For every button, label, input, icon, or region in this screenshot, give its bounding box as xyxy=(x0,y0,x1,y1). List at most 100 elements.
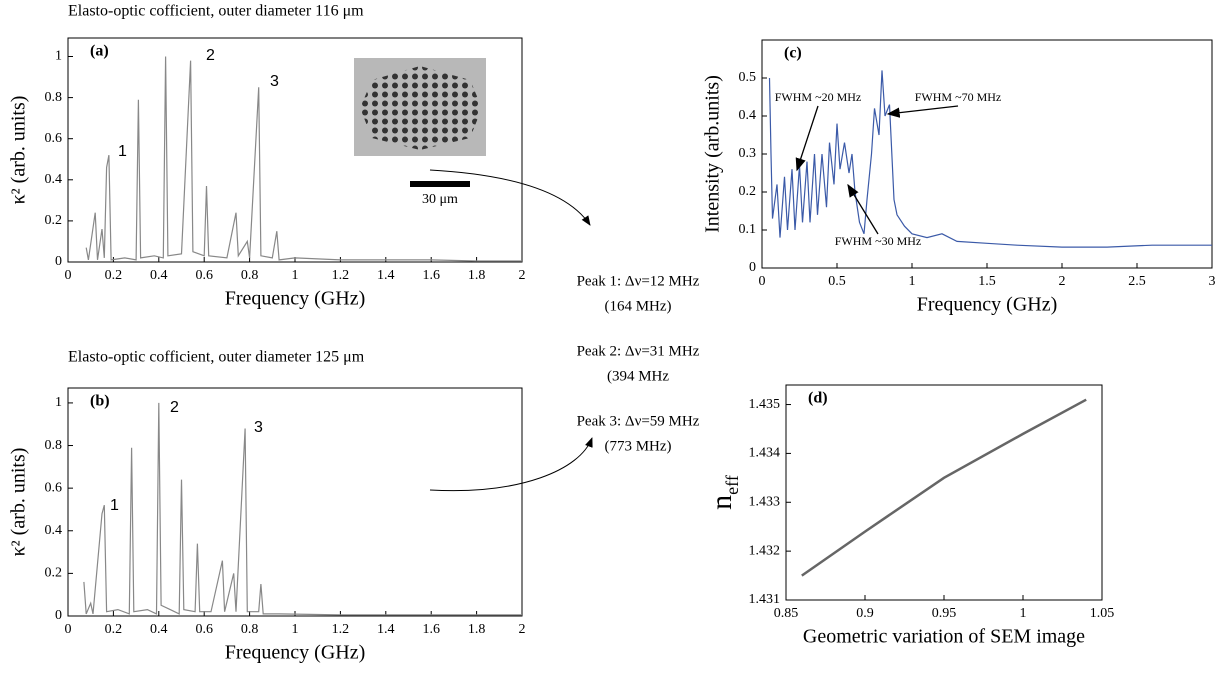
y-tick-label: 1.433 xyxy=(749,494,781,509)
annotation-arrow xyxy=(847,183,879,235)
annotation: 1 xyxy=(118,143,127,160)
peak-note: Peak 3: Δν=59 MHz xyxy=(577,413,700,429)
x-tick-label: 3 xyxy=(1209,274,1216,289)
data-line xyxy=(768,70,1212,248)
sem-inset xyxy=(354,58,486,187)
panel-label: (a) xyxy=(90,43,109,60)
data-line xyxy=(801,398,1087,577)
x-tick-label: 1.05 xyxy=(1090,606,1115,621)
scale-bar-label: 30 μm xyxy=(422,192,458,207)
x-tick-label: 0.8 xyxy=(241,268,259,283)
y-tick-label: 0.5 xyxy=(739,70,757,85)
x-tick-label: 0.85 xyxy=(774,606,799,621)
chart-title: Elasto-optic cofficient, outer diameter … xyxy=(68,349,365,366)
x-tick-label: 0.95 xyxy=(932,606,957,621)
x-tick-label: 0 xyxy=(65,622,72,637)
annotation: 2 xyxy=(206,47,215,64)
annotation: 1 xyxy=(110,497,119,514)
y-tick-label: 1 xyxy=(55,49,62,64)
y-tick-label: 0 xyxy=(55,254,62,269)
y-tick-label: 0.8 xyxy=(45,438,63,453)
data-line xyxy=(85,56,522,262)
annotation: 3 xyxy=(254,419,263,436)
y-axis-label: κ² (arb. units) xyxy=(8,96,30,205)
x-tick-label: 0.8 xyxy=(241,622,259,637)
x-tick-label: 0 xyxy=(65,268,72,283)
x-tick-label: 1 xyxy=(909,274,916,289)
y-tick-label: 0.8 xyxy=(45,90,63,105)
x-tick-label: 0.2 xyxy=(105,622,123,637)
y-tick-label: 0 xyxy=(55,608,62,623)
arrow xyxy=(429,437,593,492)
x-tick-label: 1.8 xyxy=(468,622,486,637)
peak-note: Peak 1: Δν=12 MHz xyxy=(577,273,700,289)
y-tick-label: 0.6 xyxy=(45,131,63,146)
y-tick-label: 0.2 xyxy=(45,213,63,228)
plot-frame xyxy=(67,387,523,617)
annotation-arrow xyxy=(886,105,959,118)
arrow xyxy=(429,169,591,226)
x-tick-label: 1 xyxy=(292,268,299,283)
x-tick-label: 1.6 xyxy=(422,268,440,283)
peak-note: Peak 2: Δν=31 MHz xyxy=(577,343,700,359)
x-tick-label: 2.5 xyxy=(1128,274,1146,289)
x-tick-label: 2 xyxy=(519,622,526,637)
chart-title: Elasto-optic cofficient, outer diameter … xyxy=(68,3,364,20)
y-tick-label: 1 xyxy=(55,395,62,410)
x-tick-label: 1.2 xyxy=(332,268,350,283)
x-tick-label: 1.8 xyxy=(468,268,486,283)
x-tick-label: 0.6 xyxy=(195,622,213,637)
y-tick-label: 0 xyxy=(749,260,756,275)
data-line xyxy=(83,402,522,616)
annotation: FWHM ~30 MHz xyxy=(835,234,922,248)
annotation: 2 xyxy=(170,399,179,416)
y-axis-label-subscript: eff xyxy=(722,475,742,495)
y-tick-label: 0.2 xyxy=(45,566,63,581)
y-tick-label: 0.1 xyxy=(739,222,757,237)
x-tick-label: 0.4 xyxy=(150,622,168,637)
x-axis-label: Frequency (GHz) xyxy=(917,294,1058,316)
annotation: FWHM ~70 MHz xyxy=(915,90,1002,104)
x-tick-label: 0.5 xyxy=(828,274,846,289)
panel-label: (d) xyxy=(808,390,828,407)
y-tick-label: 0.2 xyxy=(739,184,757,199)
peak-note: (394 MHz xyxy=(607,368,669,384)
x-tick-label: 1.5 xyxy=(978,274,996,289)
x-tick-label: 0.4 xyxy=(150,268,168,283)
x-tick-label: 1 xyxy=(1020,606,1027,621)
y-tick-label: 1.431 xyxy=(749,592,781,607)
y-axis-label: Intensity (arb.units) xyxy=(702,75,724,233)
y-tick-label: 0.4 xyxy=(45,523,63,538)
peak-note: (164 MHz) xyxy=(604,298,671,314)
annotation-arrow xyxy=(795,105,819,172)
x-axis-label: Frequency (GHz) xyxy=(225,642,366,664)
panel-label: (b) xyxy=(90,393,110,410)
x-tick-label: 1.2 xyxy=(332,622,350,637)
x-axis-label: Geometric variation of SEM image xyxy=(803,626,1085,648)
x-tick-label: 0.6 xyxy=(195,268,213,283)
y-tick-label: 0.4 xyxy=(45,172,63,187)
x-tick-label: 1.4 xyxy=(377,622,395,637)
annotation: 3 xyxy=(270,73,279,90)
x-tick-label: 1.6 xyxy=(422,622,440,637)
y-tick-label: 1.435 xyxy=(749,397,781,412)
peak-note: (773 MHz) xyxy=(604,438,671,454)
y-axis-label: κ² (arb. units) xyxy=(8,448,30,557)
x-tick-label: 0 xyxy=(759,274,766,289)
y-tick-label: 1.434 xyxy=(749,446,781,461)
x-tick-label: 1.4 xyxy=(377,268,395,283)
x-tick-label: 2 xyxy=(1059,274,1066,289)
x-axis-label: Frequency (GHz) xyxy=(225,288,366,310)
x-tick-label: 0.9 xyxy=(856,606,874,621)
y-tick-label: 0.4 xyxy=(739,108,757,123)
y-tick-label: 1.432 xyxy=(749,543,781,558)
y-axis-label: neff xyxy=(705,475,742,510)
x-tick-label: 0.2 xyxy=(105,268,123,283)
y-tick-label: 0.3 xyxy=(739,146,757,161)
x-tick-label: 1 xyxy=(292,622,299,637)
y-tick-label: 0.6 xyxy=(45,480,63,495)
annotation: FWHM ~20 MHz xyxy=(775,90,862,104)
panel-label: (c) xyxy=(784,45,802,62)
x-tick-label: 2 xyxy=(519,268,526,283)
